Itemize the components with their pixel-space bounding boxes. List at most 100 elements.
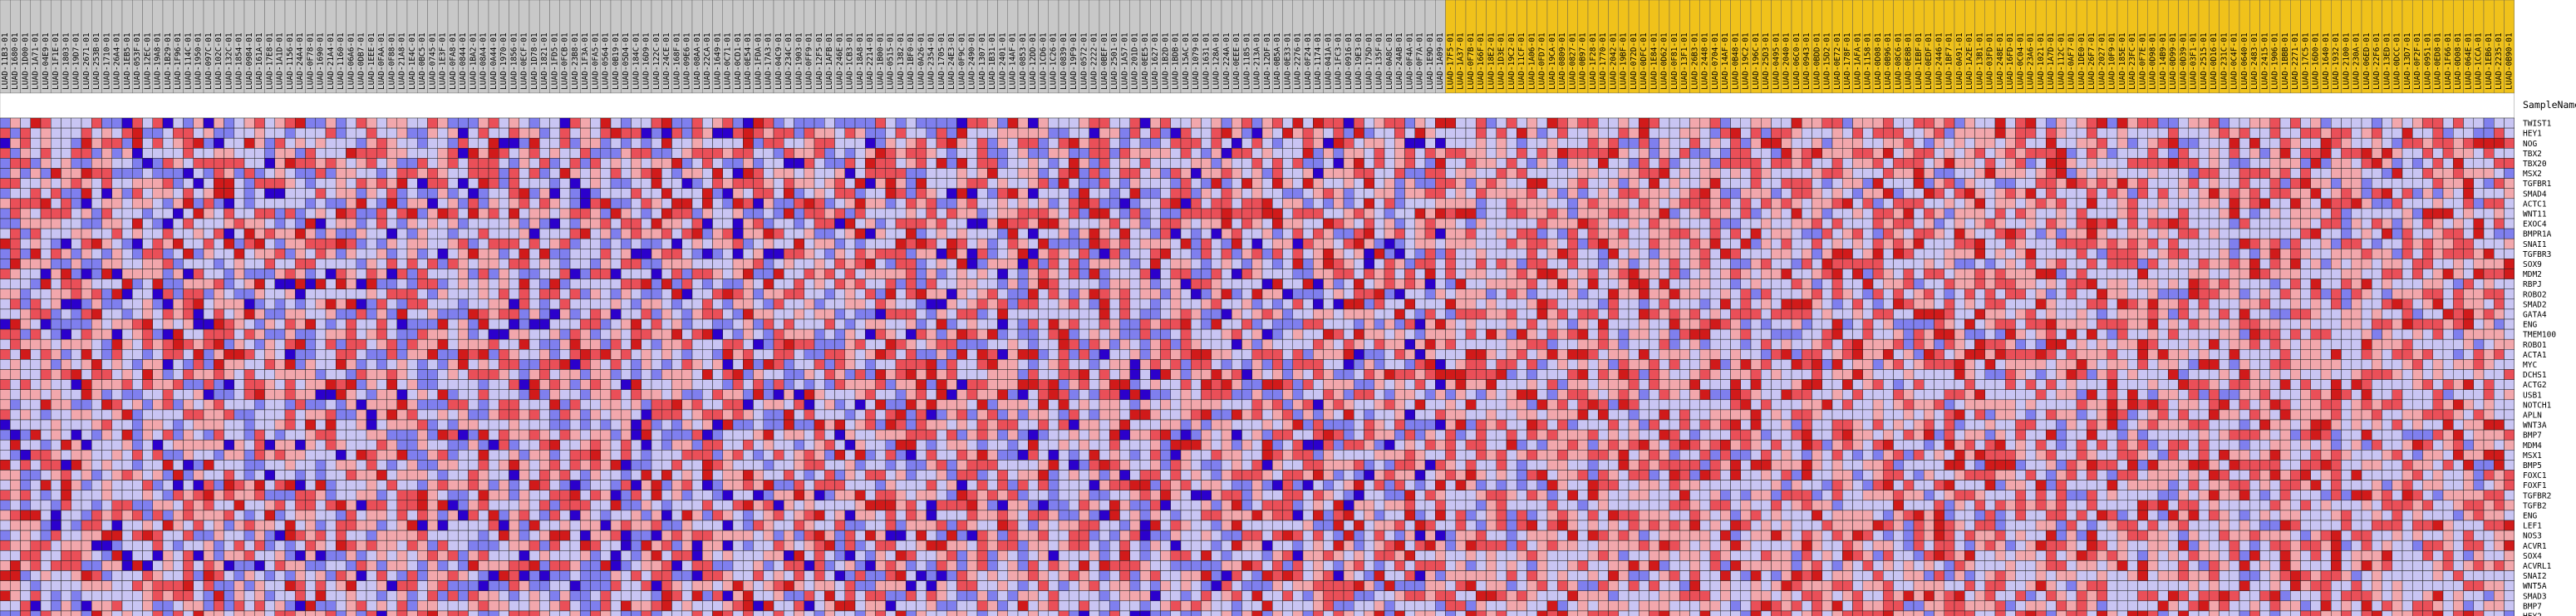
heatmap-cell (305, 288, 316, 300)
heatmap-cell (2035, 117, 2047, 129)
heatmap-cell (10, 148, 21, 159)
heatmap-cell (2107, 228, 2118, 239)
column-label: LUAD-132C-01 (224, 32, 234, 90)
heatmap-cell (2473, 168, 2485, 179)
heatmap-cell (1536, 148, 1548, 159)
column-label: LUAD-1E4C-01 (408, 32, 417, 90)
heatmap-cell (356, 127, 367, 139)
heatmap-cell (1984, 288, 1996, 300)
heatmap-cell (2494, 198, 2505, 209)
heatmap-cell (1862, 288, 1874, 300)
heatmap-cell (427, 117, 438, 129)
heatmap-cell (1761, 249, 1772, 259)
heatmap-cell (1414, 127, 1426, 139)
heatmap-cell (1608, 137, 1619, 149)
heatmap-cell (1506, 238, 1517, 249)
heatmap-cell (2392, 198, 2403, 209)
heatmap-cell (1781, 117, 1792, 129)
heatmap-cell (427, 137, 438, 149)
heatmap-cell (956, 137, 967, 149)
heatmap-cell (2453, 117, 2464, 129)
heatmap-cell (621, 249, 632, 259)
heatmap-cell (81, 218, 92, 229)
heatmap-cell (814, 278, 825, 289)
heatmap-cell (936, 158, 947, 169)
heatmap-cell (1231, 218, 1242, 229)
heatmap-cell (1546, 259, 1558, 269)
heatmap-cell (1445, 228, 1456, 239)
heatmap-cell (2382, 269, 2392, 279)
heatmap-cell (651, 218, 662, 229)
heatmap-cell (1272, 278, 1283, 289)
heatmap-cell (1384, 208, 1395, 219)
heatmap-cell (2056, 188, 2067, 200)
heatmap-cell (712, 148, 723, 159)
heatmap-cell (1089, 249, 1100, 259)
heatmap-cell (2401, 178, 2413, 189)
heatmap-cell (2300, 228, 2311, 239)
heatmap-cell (1618, 269, 1630, 279)
heatmap-cell (1802, 228, 1812, 239)
heatmap-cell (1333, 228, 1345, 239)
heatmap-cell (1180, 188, 1192, 200)
heatmap-cell (234, 218, 245, 229)
heatmap-cell (1628, 188, 1639, 200)
heatmap-cell (1730, 188, 1741, 200)
heatmap-cell (1069, 238, 1079, 249)
heatmap-cell (621, 188, 632, 200)
heatmap-cell (274, 168, 286, 179)
heatmap-cell (386, 238, 397, 249)
heatmap-cell (1109, 178, 1120, 189)
heatmap-cell (631, 208, 642, 219)
heatmap-cell (427, 188, 438, 200)
heatmap-cell (641, 127, 652, 139)
heatmap-cell (1313, 218, 1324, 229)
heatmap-cell (1781, 278, 1792, 289)
heatmap-cell (2249, 188, 2260, 200)
heatmap-cell (702, 137, 713, 149)
heatmap-cell (1994, 178, 2006, 189)
heatmap-cell (1689, 137, 1700, 149)
heatmap-cell (1934, 198, 1944, 209)
heatmap-cell (71, 249, 82, 259)
heatmap-cell (396, 249, 408, 259)
heatmap-cell (1781, 158, 1792, 169)
heatmap-cell (1180, 269, 1192, 279)
heatmap-cell (2147, 238, 2159, 249)
heatmap-cell (162, 298, 174, 310)
heatmap-cell (2198, 158, 2210, 169)
heatmap-cell (1354, 117, 1364, 129)
heatmap-cell (0, 269, 11, 279)
heatmap-cell (1964, 269, 1975, 279)
heatmap-cell (1160, 198, 1171, 209)
heatmap-cell (1079, 158, 1089, 169)
heatmap-cell (2432, 137, 2444, 149)
heatmap-cell (1496, 269, 1507, 279)
heatmap-cell (1546, 137, 1558, 149)
heatmap-cell (1079, 288, 1089, 300)
heatmap-cell (203, 178, 214, 189)
heatmap-cell (0, 218, 11, 229)
heatmap-cell (2279, 238, 2291, 249)
heatmap-cell (315, 249, 327, 259)
heatmap-cell (1954, 127, 1965, 139)
heatmap-cell (193, 228, 204, 239)
heatmap-cell (2168, 259, 2179, 269)
heatmap-cell (600, 188, 612, 200)
heatmap-cell (1150, 278, 1161, 289)
heatmap-cell (1974, 198, 1985, 209)
heatmap-cell (2453, 168, 2464, 179)
heatmap-cell (1536, 238, 1548, 249)
heatmap-cell (1292, 148, 1304, 159)
heatmap-cell (528, 238, 540, 249)
heatmap-cell (386, 259, 397, 269)
heatmap-cell (2116, 127, 2128, 139)
heatmap-cell (1954, 137, 1965, 149)
heatmap-cell (40, 168, 52, 179)
heatmap-cell (722, 269, 734, 279)
heatmap-cell (1903, 228, 1915, 239)
heatmap-cell (61, 269, 71, 279)
heatmap-cell (40, 269, 52, 279)
heatmap-cell (1079, 228, 1089, 239)
heatmap-cell (2209, 259, 2220, 269)
